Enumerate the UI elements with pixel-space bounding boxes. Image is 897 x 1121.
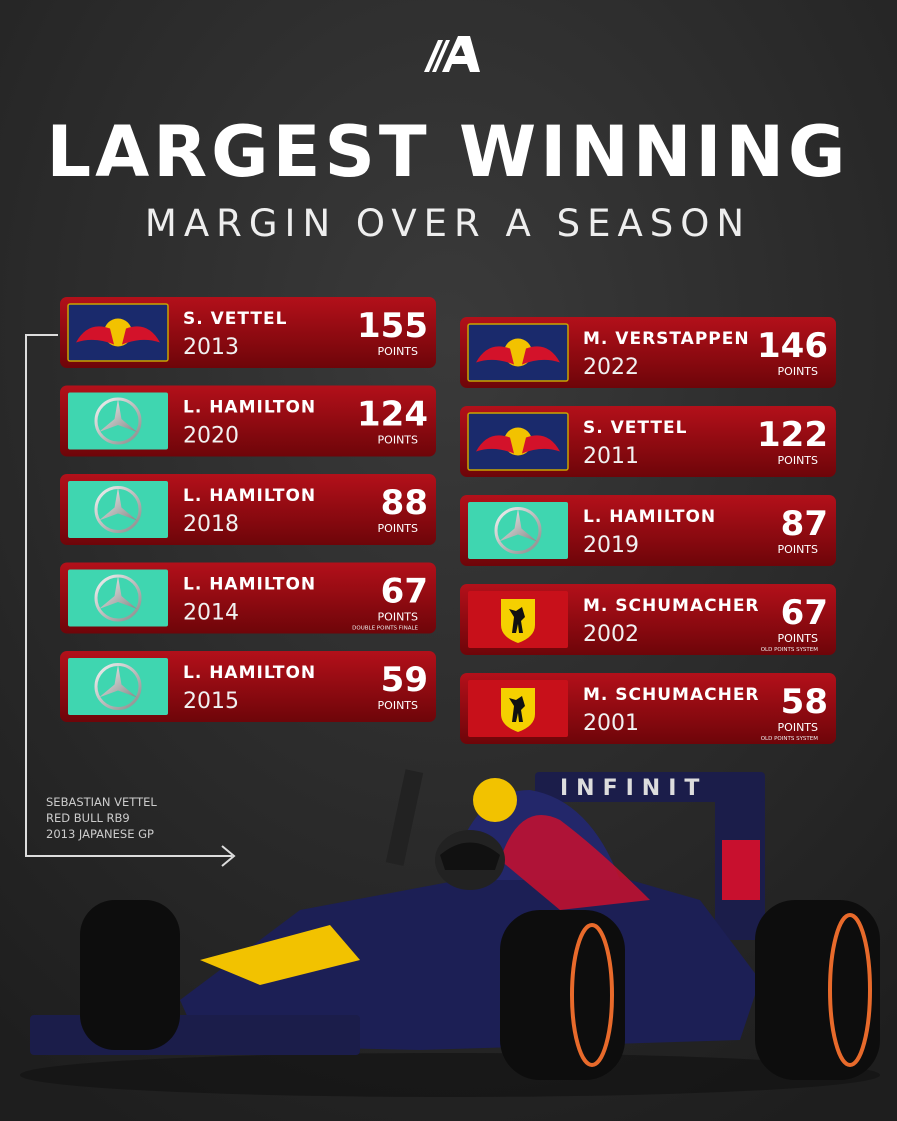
year: 2013 [183,335,239,360]
logo-star [98,399,138,432]
driver: M. VERSTAPPEN [583,329,750,349]
arrow [25,334,232,857]
note: OLD POINTS SYSTEM [761,736,819,742]
unit: POINTS [378,345,418,358]
driver: L. HAMILTON [183,663,316,683]
margin: 87 [781,504,828,544]
year: 2011 [583,444,639,469]
driver: L. HAMILTON [183,575,316,595]
logo-bull [76,326,114,345]
driver: M. SCHUMACHER [583,685,760,705]
unit: POINTS [778,365,818,378]
driver: L. HAMILTON [183,398,316,418]
driver: M. SCHUMACHER [583,596,760,616]
arrow-head [221,845,236,867]
driver: L. HAMILTON [583,507,716,527]
margin: 58 [781,682,828,722]
brand-logo [424,36,480,72]
year: 2001 [583,711,639,736]
year: 2018 [183,512,239,537]
margin: 146 [757,326,828,366]
driver: L. HAMILTON [183,486,316,506]
year: 2015 [183,689,239,714]
unit: POINTS [778,721,818,734]
year: 2002 [583,622,639,647]
year: 2020 [183,424,239,449]
logo-bull [522,435,560,454]
logo-star [98,576,138,609]
unit: POINTS [378,611,418,624]
logo-bull [522,346,560,365]
margin: 67 [781,593,828,633]
driver: S. VETTEL [183,309,287,329]
title: LARGEST WINNING [47,111,850,193]
subtitle: MARGIN OVER A SEASON [145,202,751,245]
margin: 59 [381,660,428,700]
caption: SEBASTIAN VETTEL RED BULL RB9 2013 JAPANES… [46,795,157,841]
logo-bull [122,326,160,345]
logo-star [98,487,138,521]
car: INFINIT TOTAL [20,769,880,1097]
logo-bull [476,346,514,365]
unit: POINTS [378,699,418,712]
caption-line: RED BULL RB9 [46,811,130,825]
unit: POINTS [778,543,818,556]
logo-horse [509,607,525,633]
unit: POINTS [378,522,418,535]
year: 2022 [583,355,639,380]
logo-star [498,508,538,542]
logo-horse [509,696,525,722]
unit: POINTS [378,434,418,447]
driver: S. VETTEL [583,418,687,438]
svg-text:INFINIT: INFINIT [560,776,707,801]
margin: 67 [381,572,428,612]
logo-star [98,664,138,698]
caption-line: SEBASTIAN VETTEL [46,795,157,809]
margin: 155 [357,306,428,346]
year: 2014 [183,601,239,626]
note: OLD POINTS SYSTEM [761,647,819,653]
margin: 122 [757,415,828,455]
logo-bull [476,435,514,454]
unit: POINTS [778,632,818,645]
margin: 88 [381,483,428,523]
margin: 124 [357,395,428,435]
caption-line: 2013 JAPANESE GP [46,827,154,841]
unit: POINTS [778,454,818,467]
year: 2019 [583,533,639,558]
note: DOUBLE POINTS FINALE [352,626,418,632]
